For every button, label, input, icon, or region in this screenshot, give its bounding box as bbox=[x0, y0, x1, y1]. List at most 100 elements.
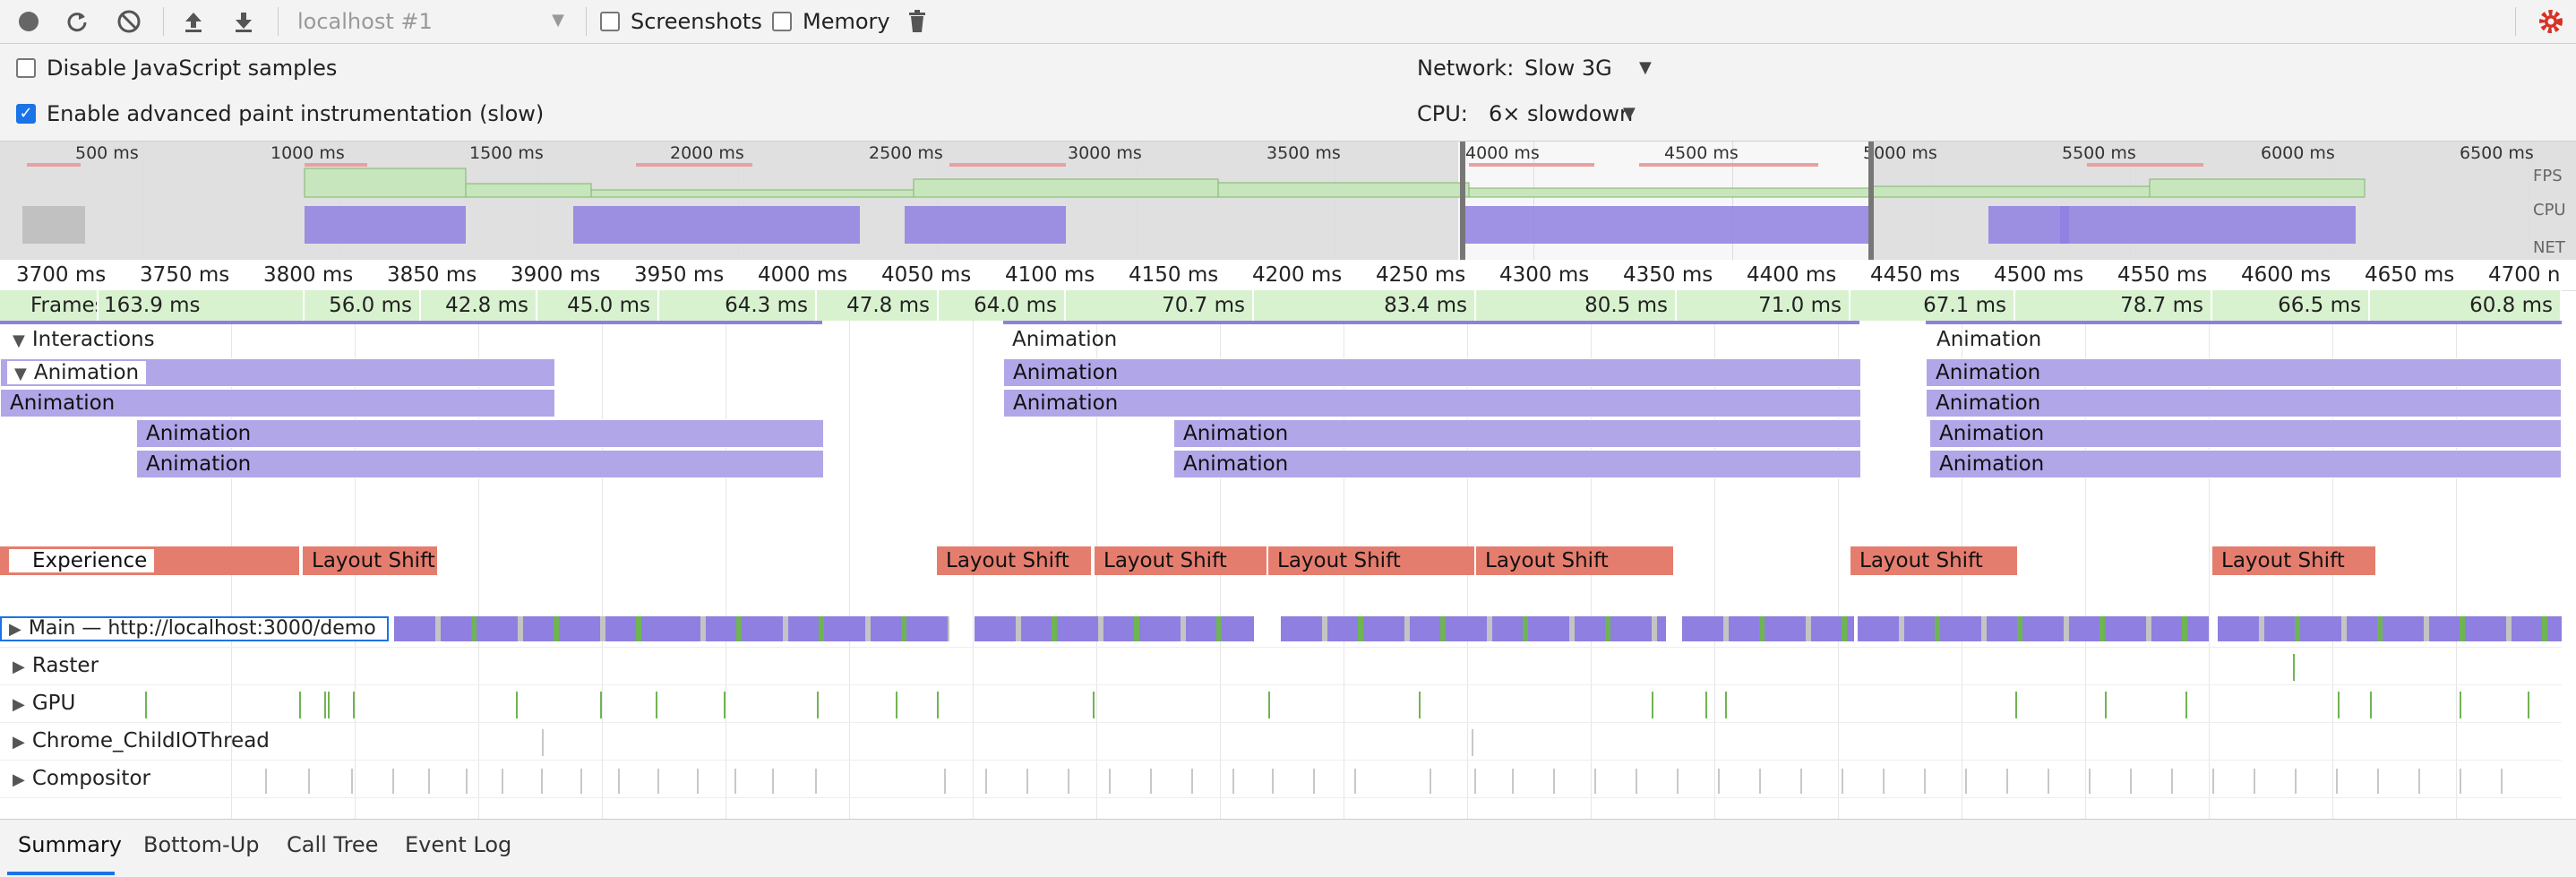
animation-interaction[interactable]: Animation bbox=[1003, 358, 1861, 387]
gpu-task[interactable] bbox=[2370, 692, 2372, 718]
compositor-task[interactable] bbox=[2377, 769, 2379, 794]
compositor-task[interactable] bbox=[466, 769, 468, 794]
disable-js-samples-checkbox[interactable] bbox=[16, 58, 36, 78]
frame-item[interactable]: 64.3 ms bbox=[659, 290, 817, 321]
network-throttle-select[interactable]: Slow 3G ▼ bbox=[1523, 53, 1657, 83]
upload-icon[interactable] bbox=[177, 5, 210, 38]
compositor-task[interactable] bbox=[2501, 769, 2503, 794]
gpu-task[interactable] bbox=[516, 692, 518, 718]
compositor-task[interactable] bbox=[1553, 769, 1555, 794]
frame-item[interactable]: 45.0 ms bbox=[537, 290, 659, 321]
gpu-task[interactable] bbox=[2460, 692, 2461, 718]
io-task[interactable] bbox=[1472, 729, 1473, 756]
compositor-task[interactable] bbox=[944, 769, 946, 794]
gpu-task[interactable] bbox=[328, 692, 330, 718]
gpu-task[interactable] bbox=[600, 692, 602, 718]
compositor-task[interactable] bbox=[1474, 769, 1476, 794]
frame-item[interactable]: 42.8 ms bbox=[421, 290, 537, 321]
compositor-task[interactable] bbox=[1924, 769, 1926, 794]
compositor-task[interactable] bbox=[772, 769, 774, 794]
gpu-task[interactable] bbox=[817, 692, 819, 718]
compositor-task[interactable] bbox=[618, 769, 620, 794]
compositor-task[interactable] bbox=[541, 769, 543, 794]
experience-track-header[interactable]: Experience bbox=[0, 546, 301, 575]
compositor-task[interactable] bbox=[1800, 769, 1802, 794]
compositor-task[interactable] bbox=[1313, 769, 1315, 794]
compositor-task[interactable] bbox=[734, 769, 736, 794]
gpu-task[interactable] bbox=[1093, 692, 1095, 718]
io-task[interactable] bbox=[542, 729, 544, 756]
gpu-task[interactable] bbox=[299, 692, 301, 718]
compositor-track[interactable]: ▶ Compositor bbox=[0, 761, 2562, 798]
compositor-task[interactable] bbox=[1026, 769, 1028, 794]
frame-item[interactable]: 60.8 ms bbox=[2370, 290, 2562, 321]
gpu-task[interactable] bbox=[2015, 692, 2017, 718]
layout-shift[interactable]: Layout Shift bbox=[2212, 546, 2377, 575]
gpu-task[interactable] bbox=[2338, 692, 2340, 718]
main-thread-task[interactable] bbox=[1682, 616, 1854, 641]
compositor-task[interactable] bbox=[1718, 769, 1720, 794]
main-thread-task[interactable] bbox=[394, 616, 663, 641]
tab-call-tree[interactable]: Call Tree bbox=[287, 832, 379, 857]
animation-interaction[interactable]: Animation bbox=[1926, 358, 2562, 387]
compositor-task[interactable] bbox=[697, 769, 699, 794]
gpu-task[interactable] bbox=[1652, 692, 1653, 718]
compositor-task[interactable] bbox=[1842, 769, 1843, 794]
compositor-task[interactable] bbox=[2048, 769, 2049, 794]
layout-shift[interactable]: Layout Shift bbox=[1850, 546, 2019, 575]
animation-interaction[interactable]: Animation bbox=[1173, 450, 1861, 478]
screenshots-checkbox[interactable] bbox=[600, 12, 620, 31]
compositor-task[interactable] bbox=[1512, 769, 1514, 794]
frame-item[interactable]: 67.1 ms bbox=[1850, 290, 2015, 321]
compositor-task[interactable] bbox=[351, 769, 353, 794]
compositor-task[interactable] bbox=[2460, 769, 2461, 794]
layout-shift[interactable]: Layout Shift bbox=[1095, 546, 1268, 575]
frame-item[interactable]: 47.8 ms bbox=[817, 290, 939, 321]
compositor-task[interactable] bbox=[2418, 769, 2420, 794]
frame-item[interactable]: 56.0 ms bbox=[305, 290, 421, 321]
trash-icon[interactable] bbox=[901, 5, 933, 38]
gpu-task[interactable] bbox=[724, 692, 726, 718]
animation-interaction[interactable]: Animation bbox=[1936, 328, 2042, 351]
compositor-task[interactable] bbox=[815, 769, 817, 794]
tab-bottom-up[interactable]: Bottom-Up bbox=[143, 832, 260, 857]
compositor-task[interactable] bbox=[1594, 769, 1596, 794]
gpu-task[interactable] bbox=[937, 692, 939, 718]
selection-left-handle[interactable] bbox=[1460, 142, 1465, 260]
compositor-task[interactable] bbox=[1354, 769, 1356, 794]
gpu-task[interactable] bbox=[1419, 692, 1421, 718]
gpu-task[interactable] bbox=[145, 692, 147, 718]
compositor-task[interactable] bbox=[2295, 769, 2297, 794]
raster-track[interactable]: ▶ Raster bbox=[0, 649, 2562, 685]
layout-shift[interactable]: Layout Shift bbox=[303, 546, 439, 575]
animation-interaction[interactable]: Animation bbox=[136, 450, 824, 478]
gpu-task[interactable] bbox=[2185, 692, 2187, 718]
clear-icon[interactable] bbox=[113, 5, 145, 38]
frame-item[interactable]: 80.5 ms bbox=[1476, 290, 1677, 321]
main-thread-task[interactable] bbox=[1858, 616, 2209, 641]
animation-group-header[interactable]: ▼ Animation bbox=[7, 361, 147, 384]
compositor-task[interactable] bbox=[1272, 769, 1274, 794]
compositor-task[interactable] bbox=[392, 769, 394, 794]
compositor-task[interactable] bbox=[2336, 769, 2338, 794]
compositor-task[interactable] bbox=[1232, 769, 1234, 794]
layout-shift[interactable]: Layout Shift bbox=[1268, 546, 1476, 575]
tab-summary[interactable]: Summary bbox=[18, 832, 122, 857]
gpu-task[interactable] bbox=[896, 692, 897, 718]
advanced-paint-checkbox[interactable]: ✓ bbox=[16, 104, 36, 124]
compositor-task[interactable] bbox=[502, 769, 503, 794]
main-thread-header[interactable]: ▶ Main — http://localhost:3000/demo bbox=[0, 616, 389, 641]
layout-shift[interactable]: Layout Shift bbox=[1476, 546, 1675, 575]
animation-interaction[interactable]: Animation bbox=[1929, 419, 2562, 448]
frame-item[interactable]: 83.4 ms bbox=[1254, 290, 1476, 321]
main-thread-task[interactable] bbox=[2218, 616, 2562, 641]
frame-item[interactable]: 70.7 ms bbox=[1066, 290, 1254, 321]
compositor-task[interactable] bbox=[1150, 769, 1152, 794]
selection-right-handle[interactable] bbox=[1868, 142, 1874, 260]
compositor-task[interactable] bbox=[2006, 769, 2008, 794]
compositor-task[interactable] bbox=[1883, 769, 1885, 794]
animation-interaction[interactable]: Animation bbox=[1012, 328, 1118, 351]
io-thread-track[interactable]: ▶ Chrome_ChildIOThread bbox=[0, 724, 2562, 761]
interactions-track-header[interactable]: ▼ Interactions bbox=[13, 328, 155, 351]
compositor-task[interactable] bbox=[2212, 769, 2214, 794]
